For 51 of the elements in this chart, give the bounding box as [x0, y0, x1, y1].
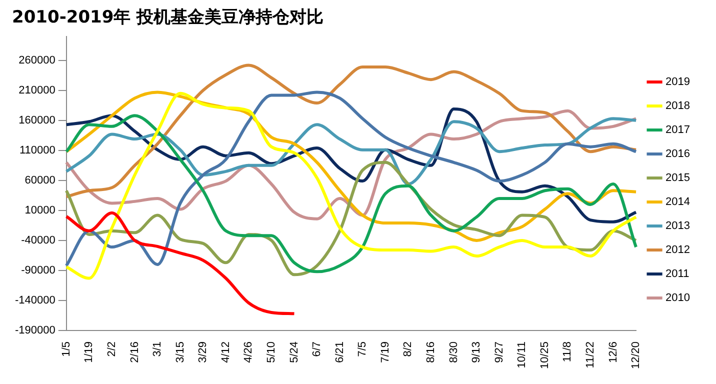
chart-title: 2010-2019年 投机基金美豆净持仓对比	[12, 8, 324, 28]
y-tick-label: -140000	[14, 294, 56, 306]
line-series	[64, 211, 296, 316]
y-tick-label: 110000	[19, 144, 56, 156]
x-tick-label: 8/2	[402, 341, 414, 357]
line-series	[64, 117, 638, 186]
legend-label: 2011	[666, 268, 690, 280]
x-tick-label: 11/22	[584, 341, 596, 368]
x-tick-label: 7/5	[356, 341, 369, 357]
legend-label: 2019	[666, 76, 690, 88]
legend-label: 2014	[666, 196, 690, 208]
legend-label: 2017	[666, 124, 690, 136]
x-tick-label: 12/20	[630, 341, 642, 370]
y-tick-label: 10000	[24, 204, 56, 216]
x-tick-label: 3/29	[197, 341, 210, 363]
x-tick-label: 9/13	[470, 341, 483, 363]
x-tick-label: 11/8	[562, 341, 574, 362]
y-tick-label: 260000	[18, 54, 56, 66]
line-series	[64, 114, 638, 274]
x-tick-label: 5/24	[288, 341, 300, 363]
x-tick-label: 4/12	[220, 341, 232, 363]
y-tick-label: -90000	[21, 264, 56, 276]
x-tick-label: 1/5	[60, 341, 72, 357]
x-tick-label: 7/19	[379, 341, 392, 363]
legend-label: 2018	[666, 100, 690, 112]
legend-label: 2015	[666, 172, 690, 184]
x-tick-label: 10/25	[538, 341, 551, 370]
legend-label: 2012	[666, 244, 690, 256]
x-tick-label: 9/27	[493, 341, 506, 363]
x-tick-label: 6/21	[334, 341, 346, 363]
x-tick-label: 3/1	[152, 341, 164, 357]
x-tick-label: 8/16	[424, 341, 437, 363]
x-tick-label: 5/10	[265, 341, 278, 363]
x-tick-label: 3/15	[174, 341, 186, 363]
x-tick-label: 8/30	[448, 341, 460, 363]
y-tick-label: -190000	[14, 324, 56, 337]
y-tick-label: -40000	[21, 234, 56, 246]
x-tick-label: 4/26	[242, 341, 255, 363]
x-tick-label: 1/19	[83, 341, 96, 363]
legend-label: 2016	[666, 148, 690, 160]
x-tick-label: 10/11	[516, 341, 528, 368]
line-series	[64, 64, 638, 198]
y-tick-label: 210000	[18, 84, 56, 96]
x-tick-label: 2/2	[106, 341, 118, 357]
legend-label: 2010	[666, 292, 690, 304]
legend-label: 2013	[666, 220, 690, 232]
x-tick-label: 6/7	[311, 341, 324, 357]
x-tick-label: 12/6	[607, 341, 620, 363]
x-tick-label: 2/16	[128, 341, 141, 363]
y-tick-label: 60000	[24, 174, 56, 186]
y-tick-label: 160000	[18, 114, 56, 126]
